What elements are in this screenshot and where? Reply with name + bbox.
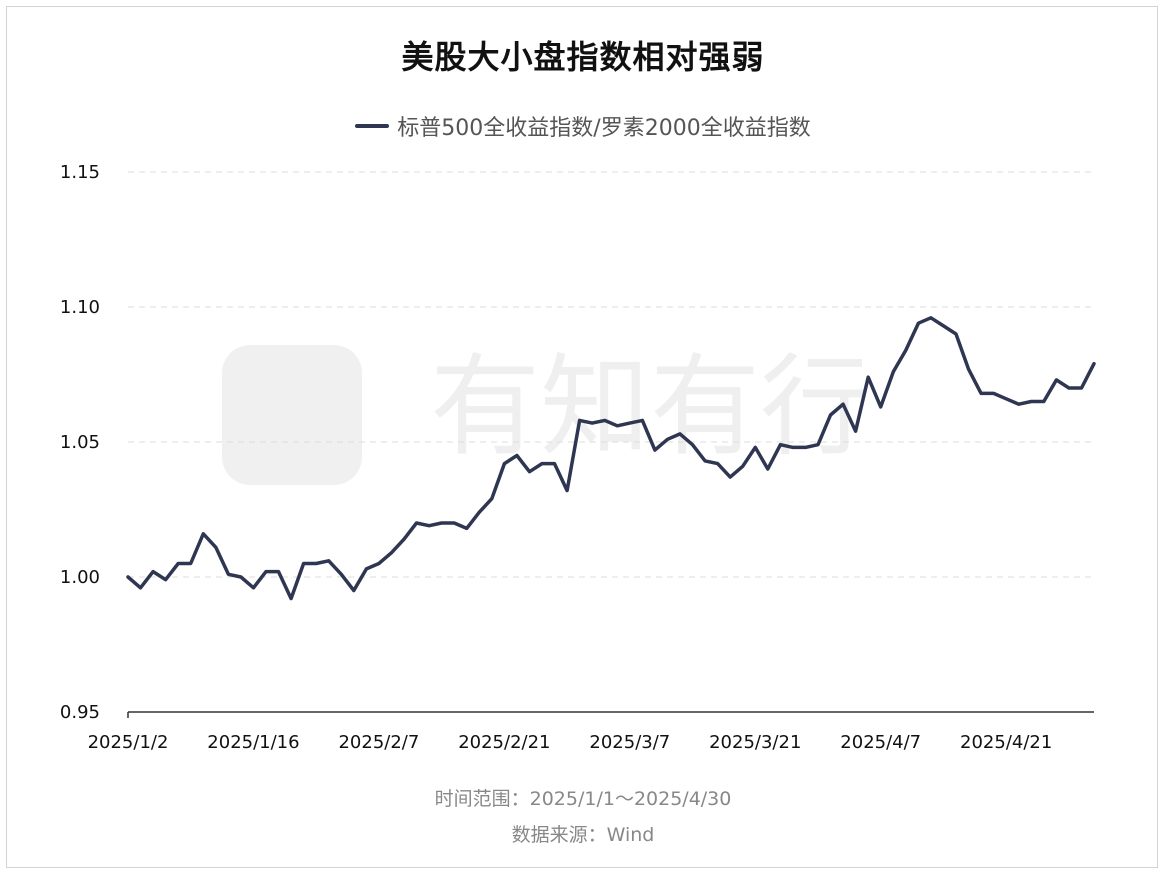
chart-title: 美股大小盘指数相对强弱 (401, 38, 765, 76)
y-tick-label: 0.95 (60, 702, 100, 723)
x-tick-label: 2025/3/7 (589, 732, 670, 753)
watermark-text: 有知有行 (430, 343, 870, 471)
y-tick-label: 1.00 (60, 567, 100, 588)
x-tick-label: 2025/1/2 (88, 732, 169, 753)
watermark: 有知有行 (222, 343, 870, 485)
x-tick-label: 2025/3/21 (709, 732, 801, 753)
x-tick-label: 2025/2/7 (338, 732, 419, 753)
chart-frame (6, 6, 1158, 868)
time-range-note: 时间范围：2025/1/1～2025/4/30 (434, 788, 732, 810)
x-tick-label: 2025/4/21 (960, 732, 1052, 753)
x-tick-label: 2025/4/7 (840, 732, 921, 753)
x-tick-label: 2025/1/16 (207, 732, 299, 753)
y-tick-label: 1.05 (60, 432, 100, 453)
chart-legend: 标普500全收益指数/罗素2000全收益指数 (0, 110, 1166, 142)
legend-label: 标普500全收益指数/罗素2000全收益指数 (397, 116, 811, 141)
series-line (126, 316, 1096, 601)
data-source-note: 数据来源：Wind (511, 824, 655, 846)
x-tick-label: 2025/2/21 (458, 732, 550, 753)
y-tick-label: 1.10 (60, 297, 100, 318)
watermark-logo (222, 345, 362, 485)
legend-swatch (355, 124, 390, 128)
y-tick-label: 1.15 (60, 162, 100, 183)
